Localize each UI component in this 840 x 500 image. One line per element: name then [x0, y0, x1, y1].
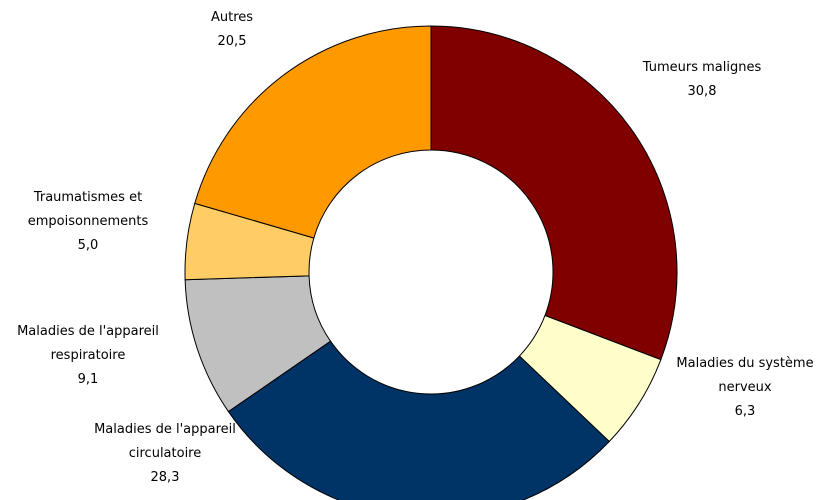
category-label: Maladies de l'appareil respiratoire: [17, 324, 159, 363]
slice-label: Maladies de l'appareil circulatoire 28,3: [75, 418, 255, 490]
value-label: 30,8: [687, 84, 717, 99]
value-label: 9,1: [77, 372, 99, 387]
category-label: Traumatismes et empoisonnements: [27, 190, 149, 229]
category-label: Tumeurs malignes: [642, 60, 762, 75]
value-label: 28,3: [150, 470, 180, 485]
slice-label: Autres 20,5: [172, 6, 292, 54]
value-label: 5,0: [77, 238, 99, 253]
category-label: Maladies du système nerveux: [676, 356, 814, 395]
slice: [227, 340, 610, 500]
slice: [430, 25, 678, 361]
slice: [194, 25, 432, 239]
category-label: Maladies de l'appareil circulatoire: [94, 422, 236, 461]
slice-label: Traumatismes et empoisonnements 5,0: [3, 186, 173, 258]
slice-label: Maladies du système nerveux 6,3: [660, 352, 830, 424]
slice-label: Tumeurs malignes 30,8: [612, 56, 792, 104]
value-label: 20,5: [217, 34, 247, 49]
value-label: 6,3: [734, 404, 756, 419]
category-label: Autres: [210, 10, 254, 25]
slice-label: Maladies de l'appareil respiratoire 9,1: [3, 320, 173, 392]
